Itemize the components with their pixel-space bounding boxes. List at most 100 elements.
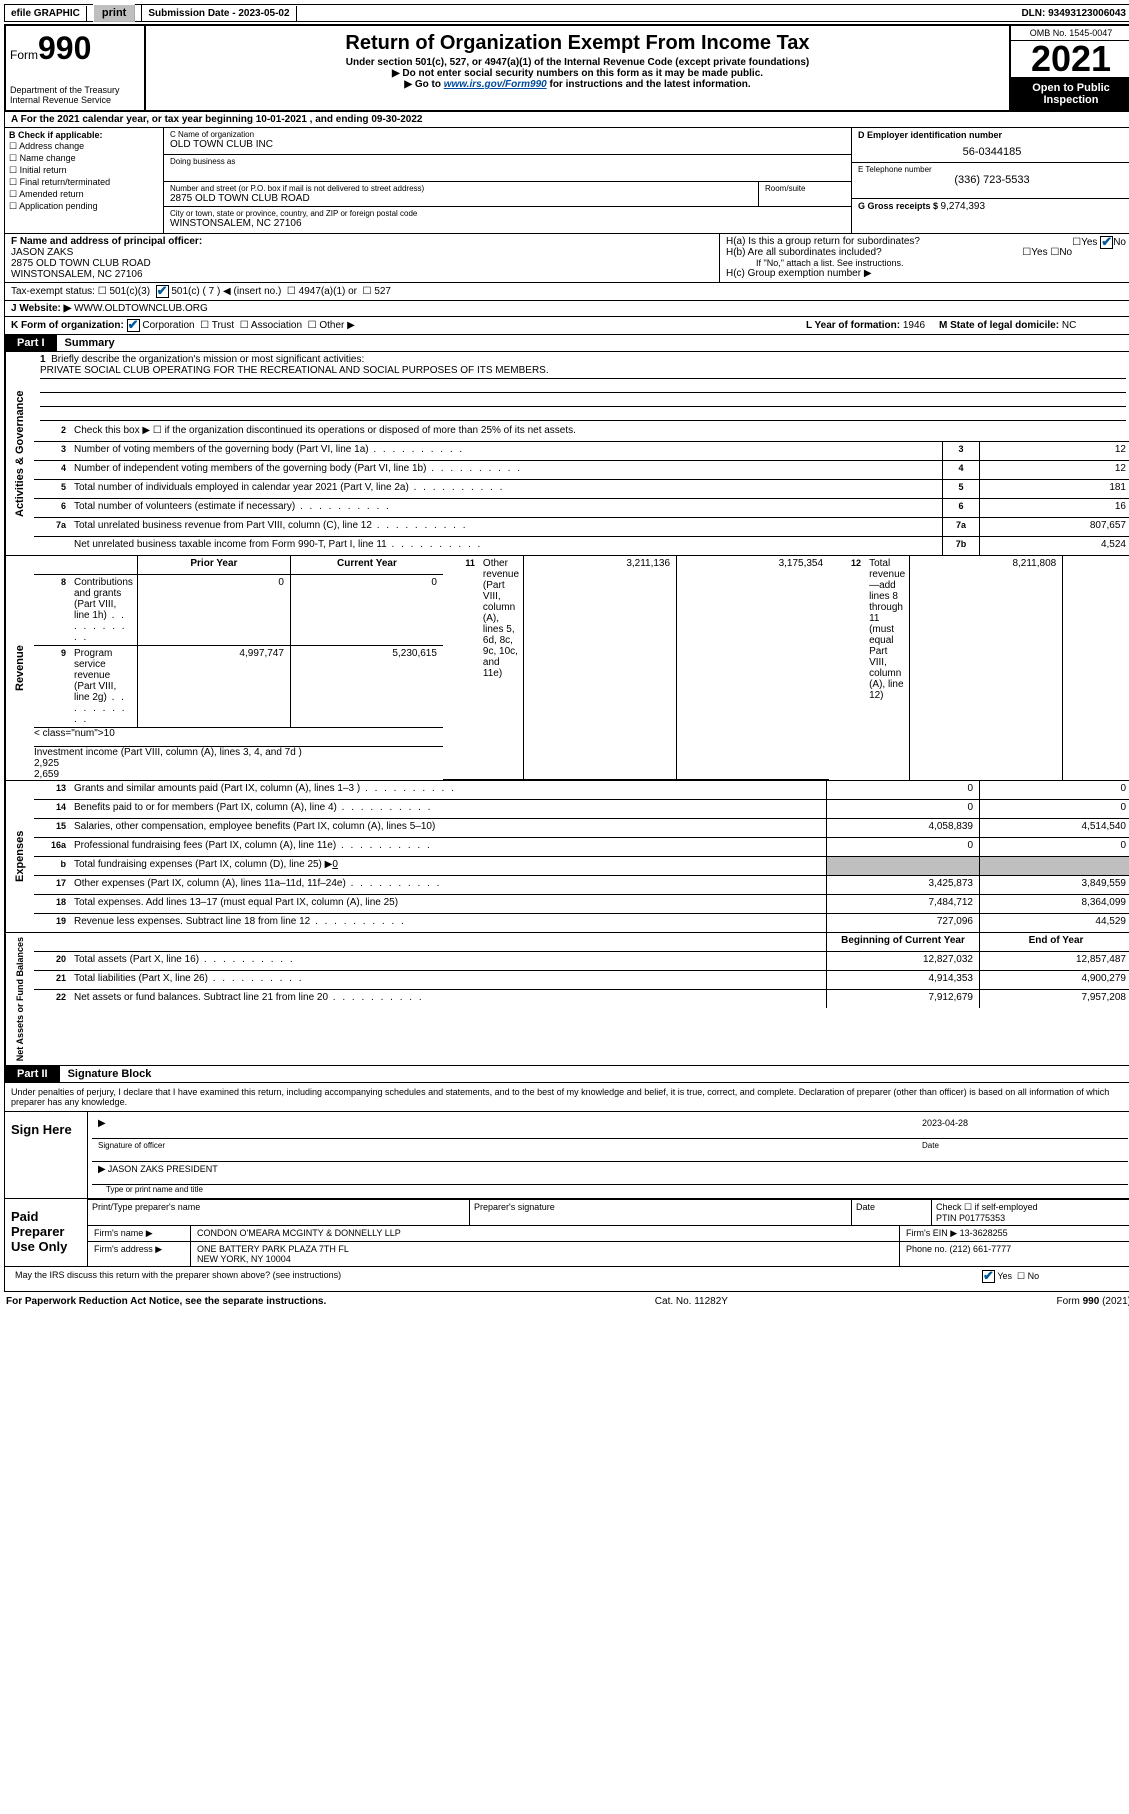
l3-desc: Number of voting members of the governin… [74,444,369,455]
ein: 56-0344185 [858,140,1126,158]
l22-beg: 7,912,679 [826,990,979,1008]
l11-desc: Other revenue (Part VIII, column (A), li… [483,558,519,679]
chk-final-return[interactable]: ☐ Final return/terminated [9,177,159,188]
chk-initial-return[interactable]: ☐ Initial return [9,165,159,176]
l5-val: 181 [979,480,1129,498]
sign-here-label: Sign Here [5,1112,88,1198]
chk-address-change[interactable]: ☐ Address change [9,141,159,152]
l13-curr: 0 [979,781,1129,799]
hdr-prior: Prior Year [137,556,290,574]
form-subtitle-3: ▶ Go to www.irs.gov/Form990 for instruct… [152,79,1003,90]
l11-prior: 3,211,136 [523,556,676,779]
l21-beg: 4,914,353 [826,971,979,989]
part2-title: Signature Block [60,1066,160,1082]
l14-curr: 0 [979,800,1129,818]
paid-preparer-label: Paid Preparer Use Only [5,1199,88,1266]
form-title-box: Return of Organization Exempt From Incom… [146,26,1009,110]
net-assets-block: Net Assets or Fund Balances Beginning of… [4,933,1129,1066]
dept-treasury: Department of the Treasury Internal Reve… [10,85,140,105]
signature-block: Under penalties of perjury, I declare th… [4,1083,1129,1292]
side-governance: Activities & Governance [5,352,34,555]
declaration-text: Under penalties of perjury, I declare th… [5,1083,1129,1111]
officer-name-label: Type or print name and title [92,1185,1128,1194]
footer-mid: Cat. No. 11282Y [655,1296,728,1307]
hb-note: If "No," attach a list. See instructions… [726,258,1126,268]
org-name: OLD TOWN CLUB INC [170,139,273,150]
l8-prior: 0 [137,575,290,645]
l13-prior: 0 [826,781,979,799]
tax-year: 2021 [1011,41,1129,78]
discuss-text: May the IRS discuss this return with the… [15,1270,341,1280]
street: 2875 OLD TOWN CLUB ROAD [170,193,310,204]
hb-label: H(b) Are all subordinates included? [726,247,882,258]
chk-amended[interactable]: ☐ Amended return [9,189,159,200]
corp-check [127,319,140,332]
ein-label: D Employer identification number [858,130,1126,140]
room-label: Room/suite [765,184,845,193]
part2-label: Part II [5,1066,60,1082]
officer-name: JASON ZAKS [11,247,73,258]
l10-curr: 2,659 [34,769,443,780]
tax-exempt-row: Tax-exempt status: ☐ 501(c)(3) 501(c) ( … [4,283,1129,301]
state-domicile: NC [1062,320,1076,331]
website-url[interactable]: WWW.OLDTOWNCLUB.ORG [74,303,208,314]
year-formation: 1946 [903,320,925,331]
part2-header: Part II Signature Block [4,1066,1129,1083]
street-label: Number and street (or P.O. box if mail i… [170,184,752,193]
form-header: Form990 Department of the Treasury Inter… [4,24,1129,112]
501c-check [156,285,169,298]
expenses-block: Expenses 13Grants and similar amounts pa… [4,781,1129,933]
officer-addr2: WINSTONSALEM, NC 27106 [11,269,143,280]
l20-end: 12,857,487 [979,952,1129,970]
l16a-prior: 0 [826,838,979,856]
l21-end: 4,900,279 [979,971,1129,989]
city: WINSTONSALEM, NC 27106 [170,218,302,229]
open-inspection: Open to Public Inspection [1011,78,1129,110]
l4-val: 12 [979,461,1129,479]
l10-desc: Investment income (Part VIII, column (A)… [34,747,302,758]
l16b-prior-gray [826,857,979,875]
l13-desc: Grants and similar amounts paid (Part IX… [74,783,360,794]
check-applicable: B Check if applicable: ☐ Address change … [5,128,164,233]
tax-period: A For the 2021 calendar year, or tax yea… [4,112,1129,128]
l16a-desc: Professional fundraising fees (Part IX, … [74,840,336,851]
self-employed-check: Check ☐ if self-employed [936,1202,1038,1212]
governance-block: Activities & Governance 1 Briefly descri… [4,352,1129,556]
l6-val: 16 [979,499,1129,517]
form-prefix: Form [10,48,38,62]
firm-addr-label: Firm's address ▶ [88,1242,190,1266]
part1-title: Summary [57,335,123,351]
l17-curr: 3,849,559 [979,876,1129,894]
prep-sig-label: Preparer's signature [470,1200,852,1226]
l2-desc: Check this box ▶ ☐ if the organization d… [70,423,1129,441]
l12-desc: Total revenue—add lines 8 through 11 (mu… [869,558,905,701]
firm-ein: 13-3628255 [960,1228,1008,1238]
l9-prior: 4,997,747 [137,646,290,727]
l4-desc: Number of independent voting members of … [74,463,426,474]
hdr-curr: Current Year [290,556,443,574]
principal-officer: F Name and address of principal officer:… [5,234,720,282]
date-label: Date [918,1141,1126,1159]
l3-val: 12 [979,442,1129,460]
revenue-block: Revenue Prior YearCurrent Year 8Contribu… [4,556,1129,781]
print-button[interactable]: print [93,4,135,22]
gross-receipts: 9,274,393 [941,201,986,212]
l7a-val: 807,657 [979,518,1129,536]
l9-curr: 5,230,615 [290,646,443,727]
l12-prior: 8,211,808 [909,556,1062,780]
ptin: P01775353 [959,1213,1005,1223]
l19-prior: 727,096 [826,914,979,932]
chk-name-change[interactable]: ☐ Name change [9,153,159,164]
irs-link[interactable]: www.irs.gov/Form990 [444,79,547,90]
l5-desc: Total number of individuals employed in … [74,482,409,493]
form-subtitle-2: ▶ Do not enter social security numbers o… [152,68,1003,79]
part1-label: Part I [5,335,57,351]
firm-phone: (212) 661-7777 [950,1244,1012,1254]
efile-label: efile GRAPHIC [5,6,87,21]
l7b-desc: Net unrelated business taxable income fr… [74,539,387,550]
chk-app-pending[interactable]: ☐ Application pending [9,201,159,212]
officer-group-section: F Name and address of principal officer:… [4,234,1129,283]
side-expenses: Expenses [5,781,34,932]
l15-desc: Salaries, other compensation, employee b… [74,821,435,832]
page-footer: For Paperwork Reduction Act Notice, see … [4,1292,1129,1311]
